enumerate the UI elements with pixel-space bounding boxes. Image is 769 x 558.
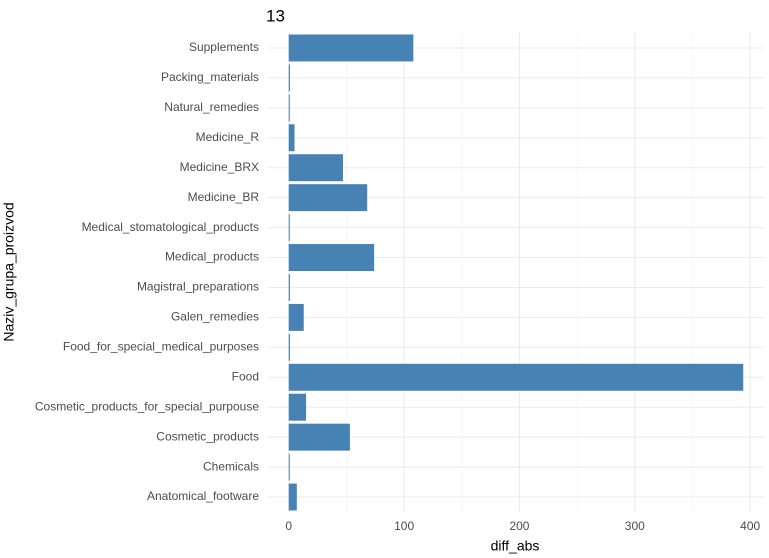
chart-title: 13 [266,6,285,25]
x-axis-label: diff_abs [491,538,540,554]
y-tick-label: Food [232,369,259,383]
y-tick-label: Medicine_R [196,130,260,144]
bar [288,423,350,451]
x-tick-label: 300 [625,519,645,533]
bar [288,214,290,242]
bar [288,34,414,62]
x-tick-label: 0 [285,519,292,533]
y-tick-label: Cosmetic_products [156,429,259,443]
y-tick-label: Magistral_preparations [137,280,259,294]
y-tick-label: Chemicals [203,459,259,473]
y-tick-label: Food_for_special_medical_purposes [63,340,259,354]
y-axis-label: Naziv_grupa_proizvod [1,202,17,341]
bar [288,244,375,272]
bar [288,124,295,152]
y-tick-label: Galen_remedies [171,310,259,324]
y-tick-label: Medical_stomatological_products [82,220,259,234]
x-tick-label: 200 [509,519,529,533]
bar [288,303,304,331]
bar [288,184,368,212]
y-tick-label: Anatomical_footware [147,489,259,503]
x-tick-label: 100 [394,519,414,533]
bar [288,64,290,92]
y-tick-label: Medicine_BRX [180,160,259,174]
y-tick-label: Cosmetic_products_for_special_purpouse [35,399,259,413]
bar [288,363,744,391]
y-tick-label: Natural_remedies [164,100,259,114]
bar [288,154,343,182]
bar [288,393,307,421]
bar [288,483,297,511]
y-tick-label: Medical_products [165,250,259,264]
bar [288,333,290,361]
bar [288,453,290,481]
bar [288,273,290,301]
bar [288,94,290,122]
y-tick-label: Medicine_BR [188,190,260,204]
x-tick-label: 400 [740,519,760,533]
y-tick-label: Supplements [189,40,259,54]
y-tick-label: Packing_materials [161,70,259,84]
